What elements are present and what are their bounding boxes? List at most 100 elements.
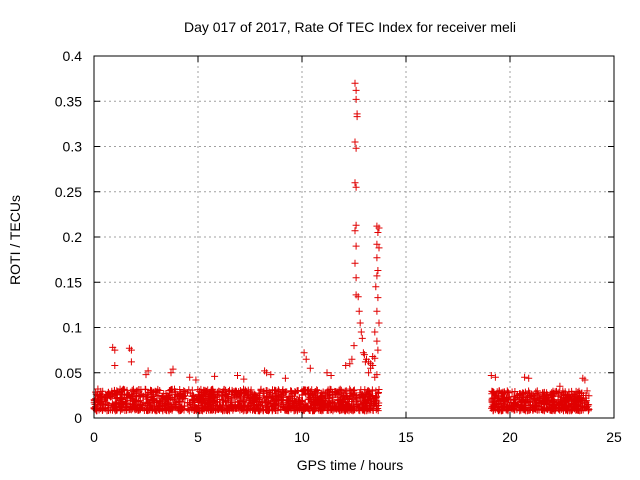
data-point [302,355,310,363]
data-point [270,396,278,403]
data-point [111,388,118,396]
data-point [374,346,382,354]
data-point [521,373,529,381]
data-point [361,386,369,394]
data-point [534,391,542,399]
axis-ticks [93,55,615,419]
data-point [103,391,111,398]
data-point [516,395,524,403]
data-point [518,403,526,411]
data-point [156,387,164,394]
data-point [559,396,567,404]
data-point [301,386,309,394]
data-point [511,396,519,404]
data-point [142,371,150,379]
data-point [144,390,152,398]
data-point [335,388,343,396]
data-point [284,399,292,407]
data-point [375,389,382,396]
data-point [574,388,582,396]
data-point [318,399,326,407]
data-point [371,400,379,408]
data-point [495,387,503,395]
data-point [222,391,230,399]
data-point [549,387,557,395]
data-point [352,274,360,282]
data-point [372,394,380,402]
data-point [151,406,159,414]
data-point [300,349,308,357]
data-point [535,397,543,405]
data-point [297,397,305,405]
data-point [495,397,503,405]
y-tick-labels: 0 0.05 0.1 0.15 0.2 0.25 0.3 0.35 0.4 [55,48,82,426]
data-point [358,334,366,342]
data-point [215,401,223,409]
data-point [375,224,383,232]
data-point [315,398,323,406]
data-point [356,407,364,415]
data-point [127,358,135,366]
data-point [137,401,145,408]
data-point [117,391,125,399]
data-point [169,365,177,373]
data-point [185,399,193,407]
data-point [105,404,113,412]
data-point [560,400,568,408]
y-tick-label: 0.35 [55,93,82,109]
data-point [514,401,522,409]
data-point [568,395,576,403]
data-point [352,95,360,103]
data-point [103,399,111,407]
data-point [128,392,136,400]
data-point [300,387,308,395]
y-tick-label: 0.1 [63,320,83,336]
data-point [327,372,335,379]
data-point [367,364,375,372]
data-point [290,407,298,415]
data-point [355,307,363,315]
data-point [350,400,358,408]
data-point [133,387,141,395]
data-point [98,397,106,405]
data-point [279,386,287,394]
data-point [144,405,152,413]
data-point [352,86,360,94]
data-point [532,388,540,396]
data-point [371,373,379,381]
data-point [96,393,104,401]
data-point [223,407,231,414]
data-point [209,398,217,405]
data-point [125,391,133,399]
data-point [502,406,510,414]
data-point [576,389,584,397]
grid-lines [94,56,614,418]
data-point [511,388,519,395]
data-point [211,391,219,399]
data-point [563,406,571,414]
data-point [525,374,533,382]
data-point [572,406,580,413]
data-point [167,369,175,377]
data-point [217,403,225,411]
x-axis-label: GPS time / hours [297,457,404,473]
data-point [585,406,593,413]
x-tick-label: 5 [194,429,202,445]
data-point [127,346,135,354]
data-point [266,400,274,408]
data-point [350,342,358,350]
data-point [540,407,548,415]
data-point [346,360,354,368]
data-point [511,406,519,414]
data-point [164,396,172,403]
data-point [249,394,256,401]
data-point [373,254,381,262]
data-point [208,386,216,394]
data-point [128,400,136,408]
data-point [578,397,586,405]
data-point [165,407,173,415]
data-point [344,394,352,402]
data-point [270,401,278,409]
data-point [138,390,146,398]
